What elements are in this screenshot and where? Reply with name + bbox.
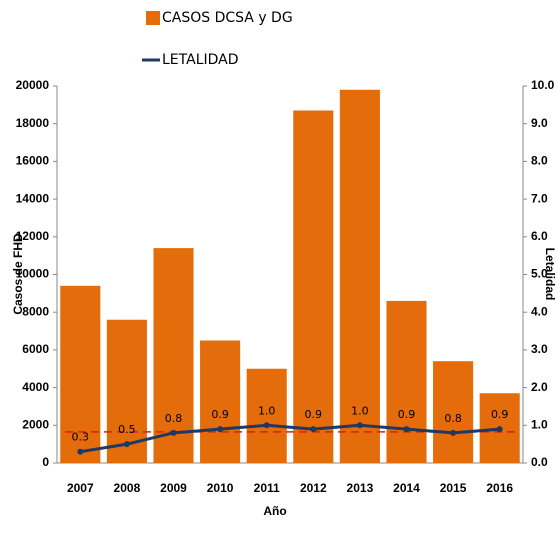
y2-tick-label: 4.0 [531,304,548,318]
y2-tick-label: 1.0 [531,417,548,431]
y2-tick-label: 9.0 [531,116,548,130]
line-marker [263,422,270,429]
legend-label: LETALIDAD [162,52,239,68]
line-marker [403,426,410,433]
data-label: 0.9 [305,408,323,421]
bar [246,368,287,463]
line-marker [123,441,130,448]
bar [153,248,194,463]
x-axis-title: Año [263,504,286,518]
legend-swatch [146,11,160,25]
line-marker [77,448,84,455]
data-label: 0.9 [491,408,509,421]
x-tick-label: 2007 [67,481,94,495]
x-tick-label: 2014 [393,481,420,495]
x-tick-label: 2013 [347,481,374,495]
y2-tick-label: 6.0 [531,229,548,243]
data-label: 0.9 [398,408,416,421]
legend-label: CASOS DCSA y DG [162,10,293,26]
y-tick-label: 18000 [16,116,50,130]
y2-tick-label: 0.0 [531,455,548,469]
data-label: 0.9 [211,408,229,421]
bar [386,300,427,463]
x-tick-label: 2008 [114,481,141,495]
bar [200,340,241,463]
y-tick-label: 8000 [22,304,49,318]
y2-tick-label: 8.0 [531,154,548,168]
bar [60,285,101,463]
y-tick-label: 20000 [16,78,50,92]
line-marker [356,422,363,429]
y-tick-label: 2000 [22,417,49,431]
x-tick-label: 2015 [440,481,467,495]
data-label: 1.0 [258,404,276,417]
y-tick-label: 10000 [16,267,50,281]
y2-axis-title: Letalidad [543,248,557,301]
y-tick-label: 0 [42,455,49,469]
data-label: 0.3 [72,431,90,444]
y-tick-label: 14000 [16,191,50,205]
x-tick-label: 2010 [207,481,234,495]
x-tick-label: 2012 [300,481,327,495]
y2-tick-label: 3.0 [531,342,548,356]
y2-tick-label: 5.0 [531,267,548,281]
line-marker [496,426,503,433]
y2-tick-label: 7.0 [531,191,548,205]
data-label: 0.5 [118,423,136,436]
line-marker [310,426,317,433]
x-tick-label: 2011 [254,481,280,495]
y-tick-label: 4000 [22,380,49,394]
line-marker [450,429,457,436]
line-marker [217,426,224,433]
data-label: 0.8 [444,412,462,425]
y-tick-label: 6000 [22,342,49,356]
y2-tick-label: 2.0 [531,380,548,394]
y-axis-title: Casos de FHD [11,233,25,315]
bar [433,361,474,463]
bar [339,89,380,464]
x-tick-label: 2009 [160,481,187,495]
bar [293,110,334,463]
data-label: 0.8 [165,412,183,425]
line-marker [170,429,177,436]
y2-tick-label: 10.0 [531,78,555,92]
x-tick-label: 2016 [486,481,513,495]
data-label: 1.0 [351,404,369,417]
bar [106,319,147,463]
line [80,423,500,454]
y-tick-label: 16000 [16,154,50,168]
y-tick-label: 12000 [16,229,50,243]
